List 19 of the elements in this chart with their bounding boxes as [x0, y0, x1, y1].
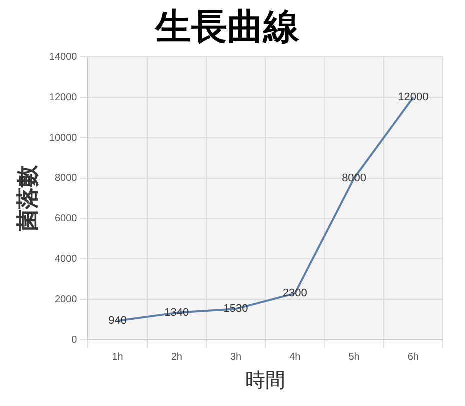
y-tick-label: 14000: [49, 52, 78, 63]
y-tick-label: 4000: [54, 254, 78, 265]
x-axis-title: 時間: [246, 368, 286, 392]
x-tick-label: 4h: [290, 352, 301, 363]
chart-title: 生長曲線: [154, 6, 300, 48]
y-axis-title: 菌落數: [14, 164, 41, 233]
x-tick-label: 3h: [230, 352, 242, 363]
x-tick-label: 5h: [348, 352, 360, 363]
data-label: 940: [108, 315, 127, 328]
y-tick-label: 8000: [54, 173, 78, 184]
y-tick-label: 10000: [49, 132, 78, 144]
y-tick-label: 6000: [54, 214, 78, 225]
y-tick-label: 0: [72, 334, 78, 346]
x-tick-label: 6h: [408, 352, 419, 363]
y-tick-label: 12000: [49, 92, 78, 104]
x-tick-label: 2h: [171, 352, 182, 363]
y-tick-label: 2000: [54, 294, 78, 306]
x-tick-label: 1h: [112, 352, 124, 363]
data-label: 12000: [398, 92, 429, 104]
